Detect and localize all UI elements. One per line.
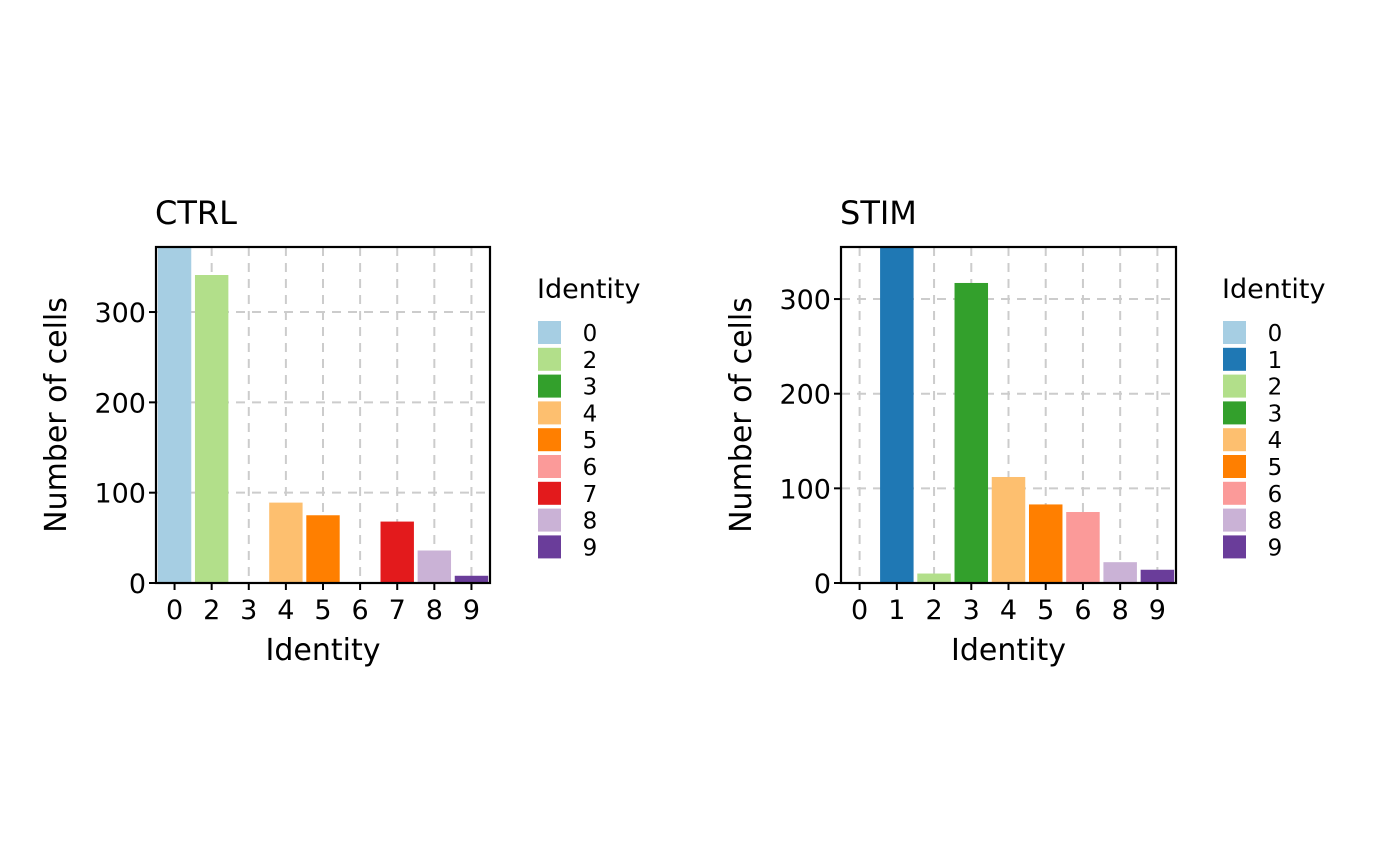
x-axis-label: Identity [266,633,381,668]
legend-label: 4 [1268,428,1283,454]
legend-label: 8 [583,509,598,535]
legend-title: Identity [537,274,640,305]
bar-5 [1028,504,1063,583]
legend-title: Identity [1222,274,1325,305]
bar-9 [1140,569,1175,583]
x-tick-label: 1 [888,595,905,626]
y-tick-label: 100 [94,479,146,510]
legend-label: 8 [1268,509,1283,535]
chart-title: STIM [840,194,917,232]
x-tick-label: 3 [240,595,257,626]
legend-swatch-9 [538,535,561,559]
x-tick-label: 2 [925,595,942,626]
legend-label: 0 [583,321,598,347]
x-tick-label: 7 [389,595,406,626]
legend-label: 9 [583,535,598,561]
legend-label: 7 [583,482,598,508]
bar-8 [417,550,452,583]
legend-label: 2 [583,348,598,374]
legend-swatch-2 [1223,374,1246,398]
legend-swatch-3 [538,374,561,398]
legend-swatch-9 [1223,535,1246,559]
x-tick-label: 4 [1000,595,1017,626]
legend-label: 1 [1268,348,1283,374]
x-tick-label: 2 [203,595,220,626]
y-axis-label: Number of cells [39,297,74,533]
legend-swatch-6 [538,455,561,478]
bar-4 [991,476,1026,583]
legend-swatch-0 [1223,321,1246,344]
legend-label: 2 [1268,375,1283,401]
legend-label: 6 [1268,482,1283,508]
x-tick-label: 9 [1149,595,1166,626]
bar-6 [1066,512,1100,583]
x-axis-label: Identity [951,633,1066,668]
bar-2 [194,275,229,583]
bar-1 [880,247,914,583]
x-tick-label: 9 [463,595,480,626]
y-tick-label: 200 [94,388,146,419]
y-tick-label: 0 [814,569,831,600]
y-tick-label: 300 [94,298,146,329]
bar-8 [1103,562,1137,583]
legend-swatch-5 [538,428,561,452]
x-tick-label: 5 [314,595,331,626]
bar-3 [954,282,989,583]
legend-swatch-1 [1223,347,1246,371]
legend-swatch-6 [1223,481,1246,505]
y-tick-label: 200 [779,380,831,411]
legend-label: 6 [583,455,598,481]
y-tick-label: 100 [779,474,831,505]
x-tick-label: 3 [963,595,980,626]
legend-swatch-4 [1223,428,1246,452]
x-tick-label: 0 [166,595,183,626]
legend-label: 4 [583,401,598,427]
legend-label: 0 [1268,321,1283,347]
y-tick-label: 300 [779,285,831,316]
legend-swatch-3 [1223,401,1246,425]
x-tick-label: 8 [1112,595,1129,626]
legend-swatch-4 [538,401,561,425]
x-tick-label: 6 [352,595,369,626]
bar-4 [269,502,303,583]
legend-swatch-0 [538,321,561,344]
x-tick-label: 8 [426,595,443,626]
bar-0 [157,247,192,583]
legend-label: 3 [1268,401,1283,427]
legend-swatch-8 [538,508,561,532]
y-tick-label: 0 [129,569,146,600]
legend-swatch-2 [538,347,561,371]
bar-9 [454,575,489,583]
y-axis-label: Number of cells [724,297,759,533]
legend-swatch-7 [538,481,561,505]
bar-5 [306,515,340,583]
chart-title: CTRL [155,194,237,232]
legend-label: 9 [1268,535,1283,561]
legend-label: 5 [1268,455,1283,481]
legend-label: 5 [583,428,598,454]
legend-swatch-5 [1223,455,1246,478]
x-tick-label: 5 [1037,595,1054,626]
legend-swatch-8 [1223,508,1246,532]
x-tick-label: 0 [851,595,868,626]
x-tick-label: 4 [277,595,294,626]
bar-7 [380,521,414,583]
bar-2 [917,573,951,583]
legend-label: 3 [583,375,598,401]
x-tick-label: 6 [1074,595,1091,626]
